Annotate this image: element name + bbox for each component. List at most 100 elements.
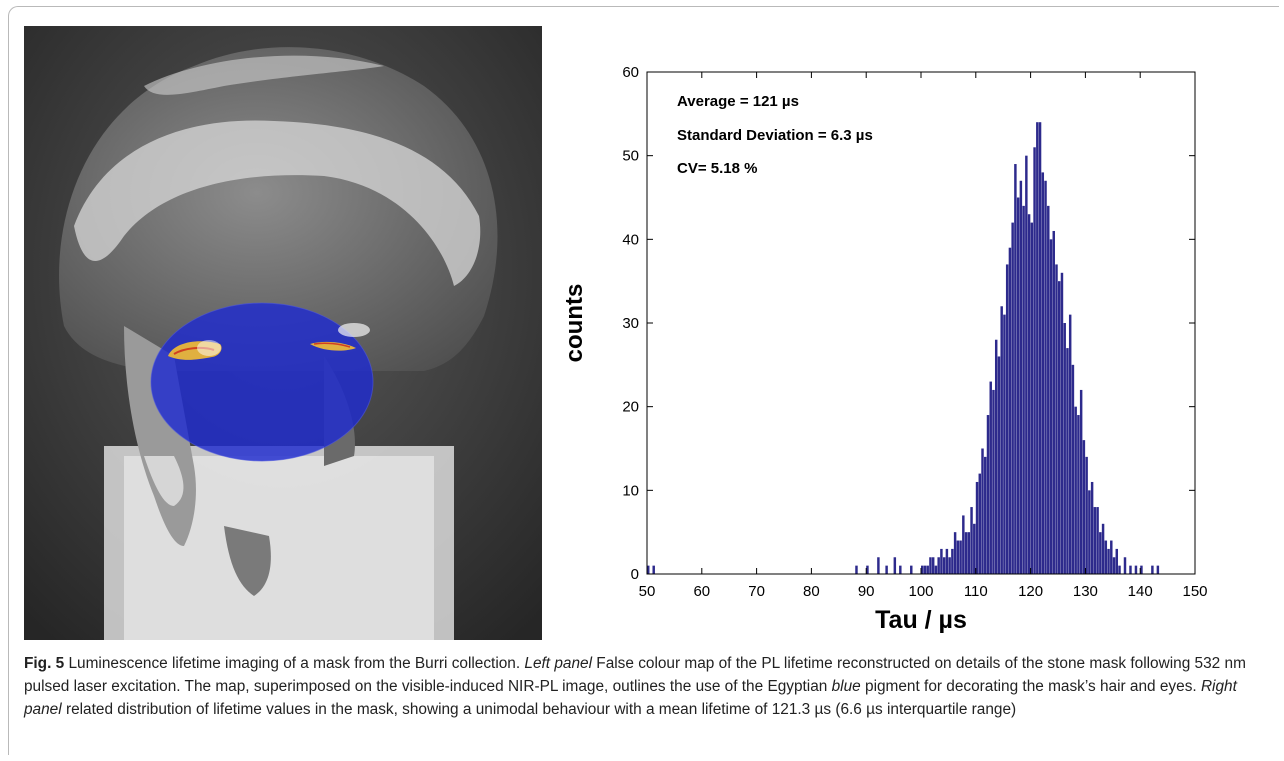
caption-text-3: pigment for decorating the mask’s hair a… (860, 677, 1201, 695)
histogram-bar (973, 523, 976, 574)
histogram-bar (945, 548, 949, 574)
histogram-bar (1082, 440, 1086, 574)
histogram-bar (1093, 507, 1097, 574)
histogram-bar (1047, 205, 1050, 574)
histogram-bar (942, 557, 946, 574)
histogram-bar (1110, 540, 1113, 574)
histogram-bar (1156, 565, 1160, 574)
histogram-bar (1014, 164, 1017, 574)
histogram-bar (1071, 364, 1075, 574)
histogram-bar (1049, 239, 1053, 575)
histogram-bar (1016, 197, 1020, 574)
histogram-bar (940, 548, 943, 574)
caption-left-panel: Left panel (524, 655, 593, 672)
histogram-bar (855, 565, 858, 574)
histogram-bar (970, 507, 973, 574)
histogram-bar (959, 540, 962, 574)
histogram-bar (1011, 222, 1014, 574)
histogram-bar (1134, 565, 1138, 574)
tick-label: 30 (622, 315, 639, 332)
histogram-bar (866, 565, 869, 574)
histogram-bars (647, 122, 1160, 575)
histogram-bar (989, 381, 992, 574)
tick-label: 90 (858, 583, 875, 600)
cv-annotation: CV= 5.18 % (677, 160, 757, 177)
histogram-bar (948, 557, 951, 574)
histogram-bar (1118, 565, 1121, 574)
histogram-bar (1022, 205, 1025, 574)
std-deviation-annotation: Standard Deviation = 6.3 µs (677, 127, 873, 144)
histogram-bar (652, 565, 655, 574)
tick-label: 100 (908, 583, 933, 600)
caption-text-2: False colour map of the PL lifetime reco… (24, 655, 1246, 695)
mask-photo (24, 26, 542, 640)
histogram-bar (1129, 565, 1132, 574)
histogram-bar (967, 532, 971, 574)
histogram-bar (1079, 389, 1083, 574)
histogram-bar (1112, 557, 1116, 574)
histogram-bar (1088, 490, 1091, 574)
histogram-bar (1101, 523, 1105, 574)
histogram-bar (953, 532, 957, 574)
histogram-bar (885, 565, 888, 574)
histogram-bar (1044, 180, 1047, 574)
histogram-bar (994, 339, 998, 574)
caption-text-1: Luminescence lifetime imaging of a mask … (64, 655, 525, 672)
histogram-bar (1123, 557, 1127, 574)
caption-text-4: related distribution of lifetime values … (61, 700, 1017, 718)
caption-right-panel: Right panel (24, 677, 1237, 718)
tick-label: 40 (622, 231, 639, 248)
histogram-bar (1033, 147, 1036, 575)
tick-label: 150 (1182, 583, 1207, 600)
histogram-bar (1090, 481, 1094, 574)
histogram-bar (923, 565, 927, 574)
tick-label: 80 (803, 583, 820, 600)
histogram-bar (1030, 222, 1034, 574)
histogram-bar (1027, 214, 1031, 574)
histogram-bar (1000, 306, 1003, 574)
histogram-bar (1008, 247, 1012, 574)
histogram-bar (1036, 122, 1039, 574)
histogram-bar (1066, 348, 1069, 574)
tick-label: 60 (693, 583, 710, 600)
tick-label: 60 (622, 64, 639, 81)
histogram-bar (1019, 180, 1023, 574)
histogram-bar (1096, 507, 1099, 574)
histogram-bar (1041, 172, 1045, 574)
plot-frame (646, 71, 1196, 575)
histogram-bar (997, 356, 1001, 574)
histogram-bar (986, 415, 990, 574)
lifetime-histogram: 50 60 70 80 90 100 110 120 130 140 150 0 10 20 30 40 50 6… (561, 64, 1208, 634)
tick-label: 10 (622, 482, 639, 499)
histogram-bar (1058, 281, 1061, 574)
histogram-bar (1060, 272, 1064, 574)
tick-label: 0 (631, 566, 639, 583)
histogram-bar (1003, 314, 1006, 574)
histogram-bar (893, 557, 897, 574)
tick-label: 50 (622, 148, 639, 165)
histogram-bar (1115, 548, 1119, 574)
figure-caption: Fig. 5 Luminescence lifetime imaging of … (24, 653, 1264, 721)
tick-label: 120 (1018, 583, 1043, 600)
histogram-bar (1107, 548, 1110, 574)
histogram-bar (899, 565, 902, 574)
tick-label: 130 (1073, 583, 1098, 600)
axis-tick-labels: 50 60 70 80 90 100 110 120 130 140 150 0 10 20 30 40 50 6… (622, 64, 1207, 600)
axis-ticks (646, 71, 1196, 575)
tick-label: 110 (964, 583, 988, 600)
histogram-bar (931, 557, 935, 574)
histogram-bar (1074, 406, 1077, 574)
histogram-bar (921, 565, 924, 574)
histogram-bar (1005, 264, 1009, 574)
caption-blue: blue (831, 677, 861, 695)
histogram-bar (1151, 565, 1154, 574)
histogram-bar (962, 515, 965, 574)
tick-label: 50 (639, 583, 656, 600)
tick-label: 140 (1128, 583, 1153, 600)
histogram-bar (1063, 323, 1066, 574)
figure-label: Fig. 5 (24, 655, 65, 672)
histogram-bar (910, 565, 913, 574)
histogram-bar (1140, 565, 1143, 574)
y-axis-label: counts (561, 284, 588, 363)
histogram-bar (934, 565, 938, 574)
